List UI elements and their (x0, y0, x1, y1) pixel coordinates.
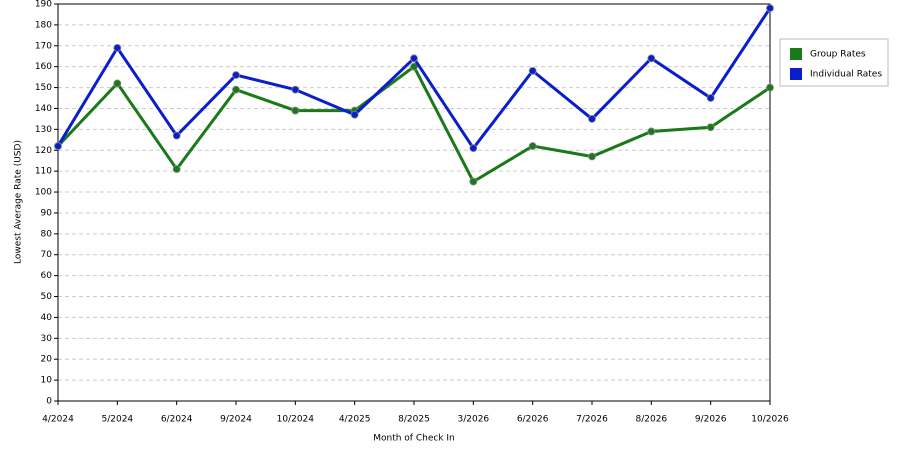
data-point (291, 106, 300, 115)
data-point (410, 54, 418, 63)
data-point (706, 94, 715, 102)
y-tick-label: 60 (41, 271, 53, 281)
x-tick-label: 4/2025 (339, 415, 371, 425)
legend-swatch (790, 68, 802, 80)
series-line (56, 64, 771, 184)
data-point (706, 123, 715, 132)
data-point (232, 71, 240, 79)
data-point (528, 142, 537, 150)
y-tick-label: 160 (35, 62, 52, 72)
y-tick-label: 150 (35, 83, 52, 93)
y-tick-label: 180 (35, 20, 52, 30)
data-point (647, 127, 656, 136)
data-point (766, 83, 774, 92)
y-tick-label: 90 (41, 208, 53, 218)
y-tick-label: 100 (35, 188, 52, 198)
data-point (647, 54, 656, 63)
y-tick-label: 0 (46, 397, 52, 407)
data-point (528, 66, 537, 75)
data-point (172, 131, 181, 140)
y-tick-label: 70 (41, 250, 53, 260)
x-tick-label: 3/2026 (457, 415, 489, 425)
y-tick-label: 10 (41, 376, 53, 386)
data-point (350, 110, 359, 119)
x-tick-label: 4/2024 (42, 415, 74, 425)
data-point (469, 177, 478, 186)
series-line (56, 7, 772, 151)
data-point (232, 85, 240, 94)
legend-label: Individual Rates (810, 70, 882, 80)
data-point (291, 85, 300, 94)
legend-label: Group Rates (810, 50, 866, 60)
y-tick-label: 110 (35, 167, 52, 177)
x-tick-label: 8/2025 (398, 415, 430, 425)
y-tick-label: 120 (35, 146, 52, 156)
data-point (588, 115, 596, 123)
y-tick-label: 130 (35, 125, 52, 135)
data-point (113, 43, 122, 52)
data-point (469, 144, 478, 153)
data-point (410, 62, 418, 71)
x-tick-label: 10/2026 (751, 415, 789, 425)
x-tick-label: 6/2024 (161, 415, 193, 425)
y-tick-label: 20 (41, 355, 53, 365)
x-tick-label: 10/2024 (277, 415, 315, 425)
data-point (588, 152, 596, 161)
x-tick-label: 6/2026 (517, 415, 549, 425)
y-tick-label: 190 (35, 0, 52, 10)
x-axis-label: Month of Check In (373, 434, 455, 444)
x-tick-label: 5/2024 (101, 415, 133, 425)
y-tick-label: 50 (41, 292, 53, 302)
x-tick-label: 9/2026 (695, 415, 727, 425)
y-tick-label: 40 (41, 313, 53, 323)
x-tick-label: 9/2024 (220, 415, 252, 425)
y-tick-label: 30 (41, 334, 53, 344)
data-point (766, 4, 774, 13)
data-point (172, 165, 181, 173)
x-tick-label: 8/2026 (635, 415, 667, 425)
x-tick-label: 7/2026 (576, 415, 608, 425)
y-axis-label: Lowest Average Rate (USD) (14, 140, 24, 264)
data-point (113, 79, 122, 88)
data-point (54, 142, 62, 150)
y-tick-label: 80 (41, 229, 53, 239)
y-tick-label: 170 (35, 41, 52, 51)
legend-swatch (790, 48, 802, 60)
y-tick-label: 140 (35, 104, 52, 114)
